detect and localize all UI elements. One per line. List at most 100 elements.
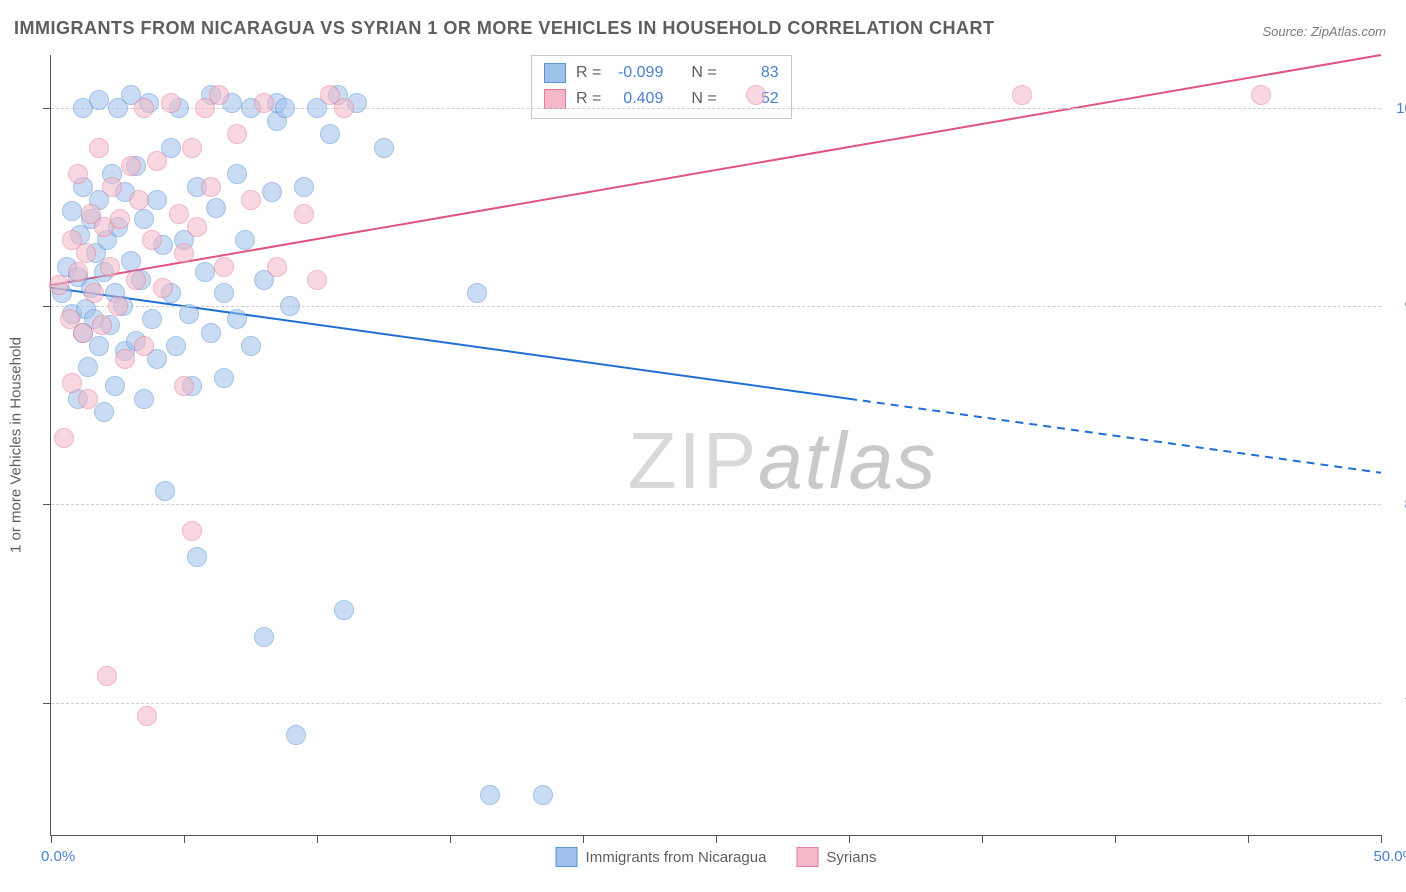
scatter-point-nicaragua — [121, 251, 141, 271]
x-tick — [982, 835, 983, 843]
source-label: Source: ZipAtlas.com — [1262, 24, 1386, 39]
scatter-point-nicaragua — [166, 336, 186, 356]
scatter-point-nicaragua — [134, 209, 154, 229]
scatter-point-nicaragua — [241, 336, 261, 356]
scatter-point-syrians — [1012, 85, 1032, 105]
scatter-point-syrians — [209, 85, 229, 105]
legend-item-nicaragua: Immigrants from Nicaragua — [556, 847, 767, 867]
y-tick-label: 85.0% — [1387, 496, 1406, 513]
scatter-point-syrians — [147, 151, 167, 171]
scatter-point-syrians — [201, 177, 221, 197]
n-label: N = — [691, 64, 716, 82]
x-tick — [184, 835, 185, 843]
r-value-syrians: 0.409 — [611, 90, 663, 108]
scatter-point-nicaragua — [214, 368, 234, 388]
scatter-point-syrians — [142, 230, 162, 250]
scatter-point-nicaragua — [320, 124, 340, 144]
gridline — [51, 504, 1381, 505]
legend-label-syrians: Syrians — [826, 849, 876, 866]
y-tick-label: 77.5% — [1387, 695, 1406, 712]
scatter-point-nicaragua — [227, 164, 247, 184]
y-tick-label: 100.0% — [1387, 100, 1406, 117]
scatter-point-syrians — [84, 283, 104, 303]
r-label: R = — [576, 90, 601, 108]
scatter-point-syrians — [100, 257, 120, 277]
scatter-point-syrians — [134, 98, 154, 118]
scatter-point-nicaragua — [62, 201, 82, 221]
scatter-point-nicaragua — [142, 309, 162, 329]
scatter-point-nicaragua — [262, 182, 282, 202]
scatter-point-nicaragua — [94, 402, 114, 422]
scatter-point-nicaragua — [201, 323, 221, 343]
x-tick — [450, 835, 451, 843]
chart-container: IMMIGRANTS FROM NICARAGUA VS SYRIAN 1 OR… — [0, 0, 1406, 892]
scatter-point-syrians — [89, 138, 109, 158]
gridline — [51, 703, 1381, 704]
scatter-point-syrians — [54, 428, 74, 448]
series-legend: Immigrants from Nicaragua Syrians — [556, 847, 877, 867]
scatter-point-syrians — [108, 296, 128, 316]
y-tick — [43, 703, 51, 704]
gridline — [51, 306, 1381, 307]
scatter-point-syrians — [137, 706, 157, 726]
scatter-point-syrians — [78, 389, 98, 409]
scatter-point-syrians — [267, 257, 287, 277]
scatter-point-nicaragua — [480, 785, 500, 805]
swatch-nicaragua — [544, 63, 566, 83]
scatter-point-syrians — [241, 190, 261, 210]
watermark: ZIPatlas — [628, 415, 937, 507]
scatter-point-syrians — [121, 156, 141, 176]
scatter-point-syrians — [227, 124, 247, 144]
trendline-dashed-nicaragua — [849, 399, 1381, 473]
scatter-point-nicaragua — [374, 138, 394, 158]
x-axis-min-label: 0.0% — [41, 848, 75, 865]
scatter-point-syrians — [214, 257, 234, 277]
legend-row-nicaragua: R = -0.099 N = 83 — [544, 60, 779, 86]
scatter-point-nicaragua — [533, 785, 553, 805]
scatter-point-syrians — [68, 262, 88, 282]
y-tick — [43, 306, 51, 307]
scatter-point-syrians — [92, 315, 112, 335]
scatter-point-nicaragua — [179, 304, 199, 324]
scatter-point-nicaragua — [280, 296, 300, 316]
scatter-point-syrians — [182, 138, 202, 158]
swatch-syrians — [544, 89, 566, 109]
scatter-point-syrians — [187, 217, 207, 237]
x-tick — [317, 835, 318, 843]
y-axis-title: 1 or more Vehicles in Household — [8, 337, 25, 553]
scatter-point-nicaragua — [227, 309, 247, 329]
scatter-point-nicaragua — [89, 336, 109, 356]
y-tick-label: 92.5% — [1387, 298, 1406, 315]
scatter-point-nicaragua — [155, 481, 175, 501]
x-tick — [51, 835, 52, 843]
trend-lines-layer — [51, 55, 1381, 835]
scatter-point-syrians — [97, 666, 117, 686]
scatter-point-nicaragua — [134, 389, 154, 409]
scatter-point-syrians — [1251, 85, 1271, 105]
x-tick — [849, 835, 850, 843]
swatch-syrians-icon — [796, 847, 818, 867]
scatter-point-syrians — [174, 243, 194, 263]
scatter-point-syrians — [68, 164, 88, 184]
scatter-point-syrians — [62, 373, 82, 393]
scatter-point-syrians — [73, 323, 93, 343]
scatter-point-nicaragua — [467, 283, 487, 303]
x-tick — [1248, 835, 1249, 843]
scatter-point-syrians — [169, 204, 189, 224]
scatter-point-syrians — [294, 204, 314, 224]
x-tick — [716, 835, 717, 843]
scatter-point-syrians — [134, 336, 154, 356]
x-tick — [583, 835, 584, 843]
x-axis-max-label: 50.0% — [1373, 848, 1406, 865]
scatter-point-nicaragua — [294, 177, 314, 197]
scatter-point-nicaragua — [214, 283, 234, 303]
scatter-point-syrians — [115, 349, 135, 369]
y-tick — [43, 504, 51, 505]
scatter-point-syrians — [49, 275, 69, 295]
legend-item-syrians: Syrians — [796, 847, 876, 867]
watermark-zip: ZIP — [628, 416, 758, 505]
scatter-point-syrians — [334, 98, 354, 118]
x-tick — [1115, 835, 1116, 843]
scatter-point-nicaragua — [105, 376, 125, 396]
scatter-point-syrians — [129, 190, 149, 210]
